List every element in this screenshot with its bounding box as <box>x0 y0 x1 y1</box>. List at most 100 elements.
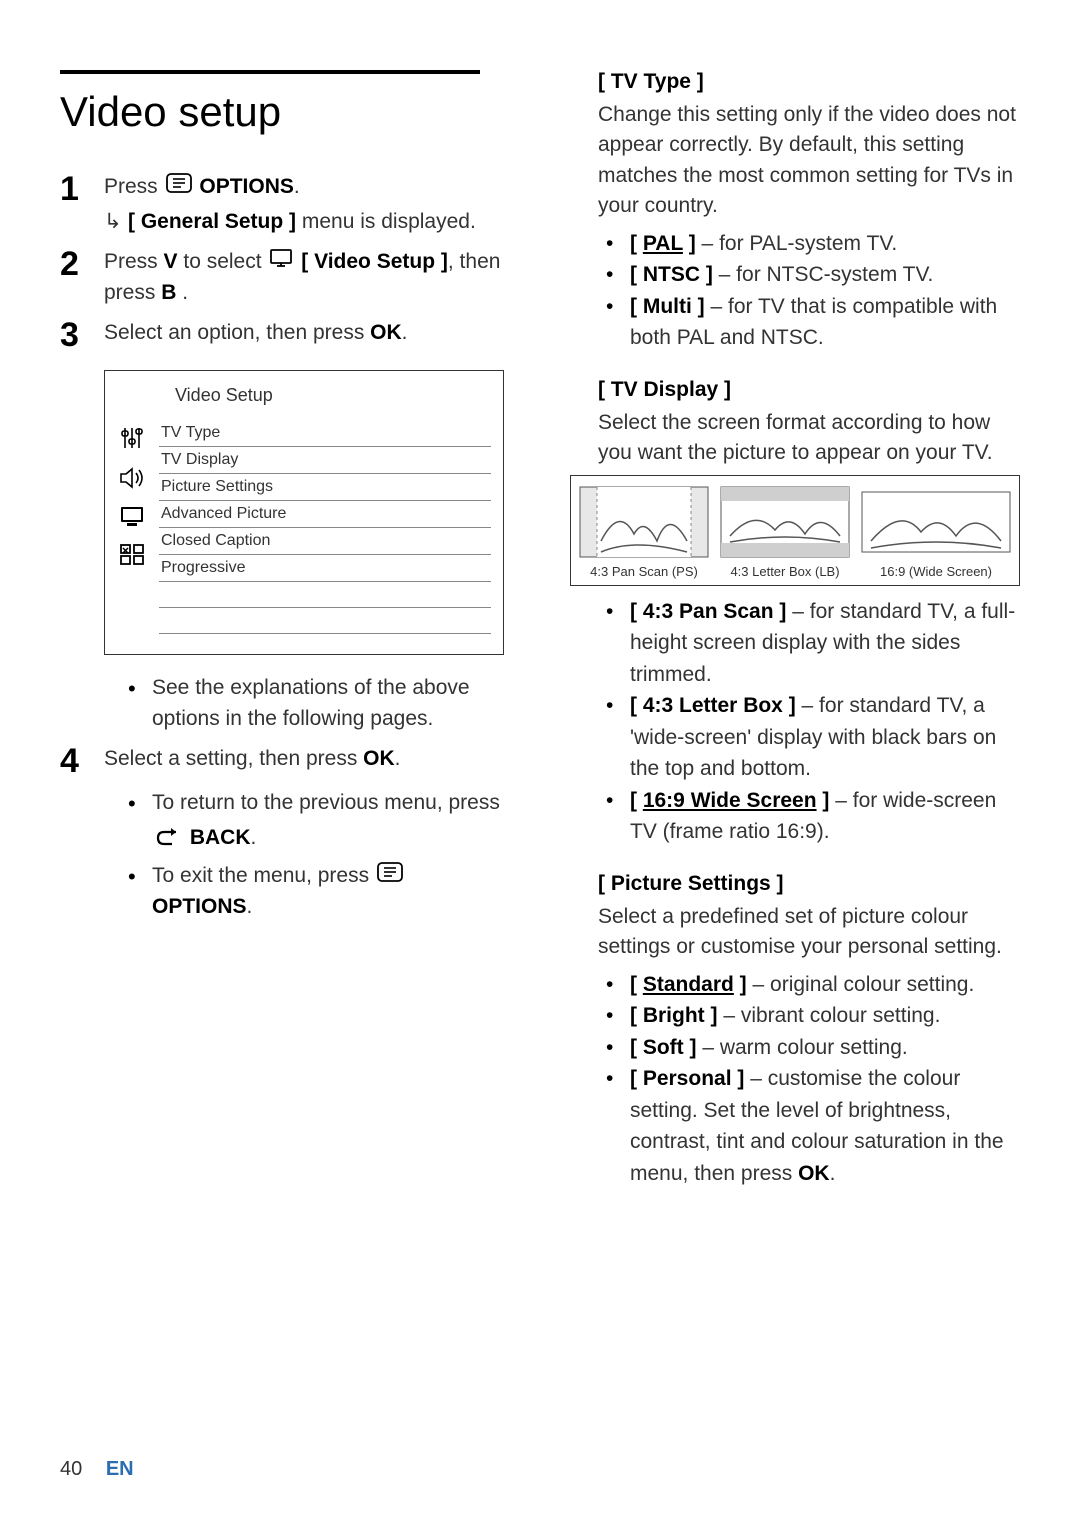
exit-end: . <box>247 895 253 918</box>
option-item: [ Personal ] – customise the colour sett… <box>598 1063 1020 1189</box>
step1-options-label: OPTIONS <box>199 175 294 198</box>
exit-options-label: OPTIONS <box>152 895 247 918</box>
step4-ok: OK <box>363 747 395 770</box>
speaker-icon <box>118 466 146 490</box>
back-label: BACK <box>190 825 251 848</box>
option-item: [ Soft ] – warm colour setting. <box>598 1032 1020 1064</box>
step-number: 1 <box>60 172 104 206</box>
display-caption: 16:9 (Wide Screen) <box>861 564 1011 579</box>
step1-text-a: Press <box>104 175 164 198</box>
step-2: 2 Press V to select [ Video Setup ], the… <box>60 247 510 308</box>
tv-type-heading: [ TV Type ] <box>598 70 1020 94</box>
menu-item: TV Type <box>159 420 491 447</box>
menu-category-icons <box>105 420 159 654</box>
back-end: . <box>251 825 257 848</box>
step3-ok: OK <box>370 321 402 344</box>
option-item: [ Multi ] – for TV that is compatible wi… <box>598 291 1020 354</box>
option-item: [ PAL ] – for PAL-system TV. <box>598 228 1020 260</box>
step4-end: . <box>395 747 401 770</box>
options-icon <box>377 861 403 891</box>
step-3: 3 Select an option, then press OK. <box>60 318 510 352</box>
page-number: 40 <box>60 1458 82 1480</box>
result-arrow-icon: ↳ <box>104 207 128 237</box>
step3-end: . <box>402 321 408 344</box>
menu-title: Video Setup <box>105 371 503 420</box>
menu-item-value <box>319 501 491 528</box>
option-item: [ 16:9 Wide Screen ] – for wide-screen T… <box>598 785 1020 848</box>
tv-display-heading: [ TV Display ] <box>598 378 1020 402</box>
back-text-a: To return to the previous menu, press <box>152 791 500 814</box>
menu-item-label: TV Display <box>159 447 319 474</box>
menu-item-value <box>319 555 491 582</box>
step-number: 2 <box>60 247 104 281</box>
tv-display-paragraph: Select the screen format according to ho… <box>598 408 1020 469</box>
menu-item: TV Display <box>159 447 491 474</box>
tv-display-section: [ TV Display ] Select the screen format … <box>570 378 1020 848</box>
tv-type-section: [ TV Type ] Change this setting only if … <box>570 70 1020 354</box>
menu-item: Advanced Picture <box>159 501 491 528</box>
video-setup-menu: Video Setup TV TypeTV DisplayPicture Set… <box>104 370 504 655</box>
display-format-diagram: 4:3 Pan Scan (PS) 4:3 Letter Box (LB) 16:9… <box>570 475 1020 586</box>
step2-f: . <box>176 281 188 304</box>
display-format-item: 4:3 Pan Scan (PS) <box>579 486 709 579</box>
menu-item: Closed Caption <box>159 528 491 555</box>
language-label: EN <box>106 1458 134 1480</box>
exit-a: To exit the menu, press <box>152 864 375 887</box>
menu-item-value <box>319 420 491 447</box>
menu-item-label: Picture Settings <box>159 474 319 501</box>
option-item: [ 4:3 Pan Scan ] – for standard TV, a fu… <box>598 596 1020 691</box>
picture-settings-heading: [ Picture Settings ] <box>598 872 1020 896</box>
step-number: 4 <box>60 744 104 778</box>
menu-item: Picture Settings <box>159 474 491 501</box>
back-icon <box>154 827 182 857</box>
options-icon <box>166 172 192 202</box>
step4-text: Select a setting, then press <box>104 747 363 770</box>
option-item: [ Bright ] – vibrant colour setting. <box>598 1000 1020 1032</box>
sliders-icon <box>118 424 146 452</box>
menu-items-list: TV TypeTV DisplayPicture SettingsAdvance… <box>159 420 503 654</box>
step2-b: to select <box>178 250 268 273</box>
step3-text: Select an option, then press <box>104 321 370 344</box>
step-4: 4 Select a setting, then press OK. <box>60 744 510 778</box>
note-item: See the explanations of the above option… <box>124 673 510 734</box>
display-caption: 4:3 Pan Scan (PS) <box>579 564 709 579</box>
left-column: Video setup 1 Press OPTIONS. ↳ [ General… <box>60 70 510 1213</box>
right-column: [ TV Type ] Change this setting only if … <box>570 70 1020 1213</box>
monitor-icon <box>118 504 146 528</box>
menu-item-label: Closed Caption <box>159 528 319 555</box>
exit-bullet: To exit the menu, press OPTIONS. <box>124 861 510 922</box>
heading-rule <box>60 70 480 74</box>
tv-type-options: [ PAL ] – for PAL-system TV.[ NTSC ] – f… <box>598 228 1020 354</box>
step1-sub-b: menu is displayed. <box>296 210 476 233</box>
menu-item-label: Progressive <box>159 555 319 582</box>
menu-item-label: Advanced Picture <box>159 501 319 528</box>
menu-item-value <box>319 528 491 555</box>
picture-settings-options: [ Standard ] – original colour setting.[… <box>598 969 1020 1190</box>
step-number: 3 <box>60 318 104 352</box>
video-setup-icon <box>269 247 293 277</box>
display-format-item: 4:3 Letter Box (LB) <box>720 486 850 579</box>
step2-a: Press <box>104 250 164 273</box>
option-item: [ Standard ] – original colour setting. <box>598 969 1020 1001</box>
tv-type-paragraph: Change this setting only if the video do… <box>598 100 1020 222</box>
step-1: 1 Press OPTIONS. ↳ [ General Setup ] men… <box>60 172 510 237</box>
grid-icon <box>118 542 146 566</box>
option-item: [ NTSC ] – for NTSC-system TV. <box>598 259 1020 291</box>
general-setup-label: [ General Setup ] <box>128 210 296 233</box>
page-footer: 40 EN <box>60 1458 134 1481</box>
menu-item-value <box>319 474 491 501</box>
picture-settings-paragraph: Select a predefined set of picture colou… <box>598 902 1020 963</box>
step2-c: [ Video Setup ] <box>301 250 448 273</box>
picture-settings-section: [ Picture Settings ] Select a predefined… <box>570 872 1020 1189</box>
page-heading: Video setup <box>60 88 510 136</box>
display-caption: 4:3 Letter Box (LB) <box>720 564 850 579</box>
menu-item-label: TV Type <box>159 420 319 447</box>
step2-e: B <box>161 281 176 304</box>
display-format-item: 16:9 (Wide Screen) <box>861 486 1011 579</box>
menu-item-value <box>319 447 491 474</box>
option-item: [ 4:3 Letter Box ] – for standard TV, a … <box>598 690 1020 785</box>
back-bullet: To return to the previous menu, press BA… <box>124 788 510 857</box>
menu-item: Progressive <box>159 555 491 582</box>
tv-display-options: [ 4:3 Pan Scan ] – for standard TV, a fu… <box>598 596 1020 848</box>
step2-v: V <box>164 250 178 273</box>
